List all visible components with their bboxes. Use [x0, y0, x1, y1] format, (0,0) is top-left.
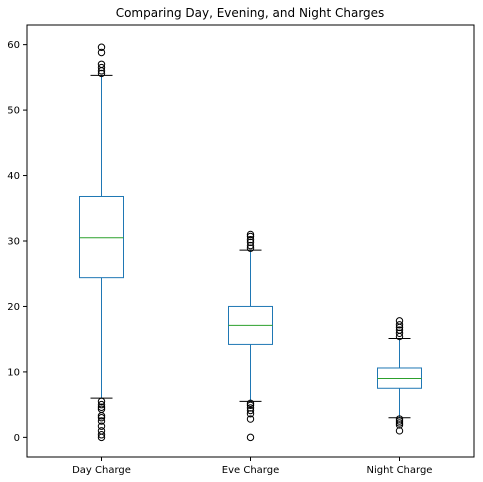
- outlier-point: [246, 241, 255, 250]
- y-tick-label: 0: [14, 433, 20, 444]
- outlier-point: [246, 244, 255, 252]
- outlier-point: [395, 329, 404, 337]
- outlier-point: [395, 415, 404, 423]
- y-tick-label: 20: [7, 302, 20, 313]
- y-tick-label: 40: [7, 171, 20, 182]
- outlier-point: [395, 419, 404, 427]
- outlier-point: [97, 397, 106, 406]
- outlier-point: [97, 427, 106, 435]
- outlier-point: [246, 433, 255, 442]
- outlier-point: [97, 48, 106, 57]
- box-group: [79, 43, 124, 442]
- outlier-point: [395, 417, 404, 425]
- outlier-point: [97, 69, 106, 78]
- iqr-box: [79, 195, 124, 279]
- y-tick-label: 60: [7, 40, 20, 51]
- x-tick-label: Night Charge: [367, 465, 433, 476]
- outlier-point: [246, 232, 255, 241]
- outlier-point: [97, 431, 106, 439]
- outlier-point: [246, 238, 255, 247]
- x-tick-label: Eve Charge: [222, 465, 279, 476]
- outlier-point: [97, 60, 106, 68]
- plot-area: [79, 43, 422, 442]
- box-group: [377, 317, 422, 435]
- outlier-point: [395, 326, 404, 334]
- outlier-point: [395, 321, 404, 329]
- outlier-point: [97, 400, 106, 409]
- outlier-point: [97, 422, 106, 430]
- outlier-point: [246, 415, 255, 423]
- outlier-point: [246, 399, 255, 408]
- outlier-point: [97, 43, 106, 51]
- outlier-point: [246, 406, 255, 415]
- outlier-point: [395, 427, 404, 435]
- outlier-point: [246, 404, 255, 412]
- y-tick-label: 50: [7, 106, 20, 117]
- outlier-point: [395, 421, 404, 429]
- outlier-point: [395, 317, 404, 325]
- outlier-point: [246, 235, 255, 244]
- outlier-point: [97, 403, 106, 411]
- outlier-point: [246, 230, 255, 239]
- outlier-point: [97, 414, 106, 422]
- outlier-point: [97, 417, 106, 425]
- y-tick-label: 30: [7, 237, 20, 248]
- x-tick-label: Day Charge: [72, 465, 131, 476]
- outlier-point: [246, 401, 255, 409]
- chart-title: Comparing Day, Evening, and Night Charge…: [116, 6, 385, 20]
- outlier-point: [97, 405, 106, 413]
- outlier-point: [97, 63, 106, 72]
- y-tick-label: 10: [7, 367, 20, 378]
- outlier-point: [246, 410, 255, 418]
- box-group: [228, 230, 273, 442]
- axes: 0 10 20 30 40 50 60 Day Charge Eve Charge Night C…: [7, 24, 475, 476]
